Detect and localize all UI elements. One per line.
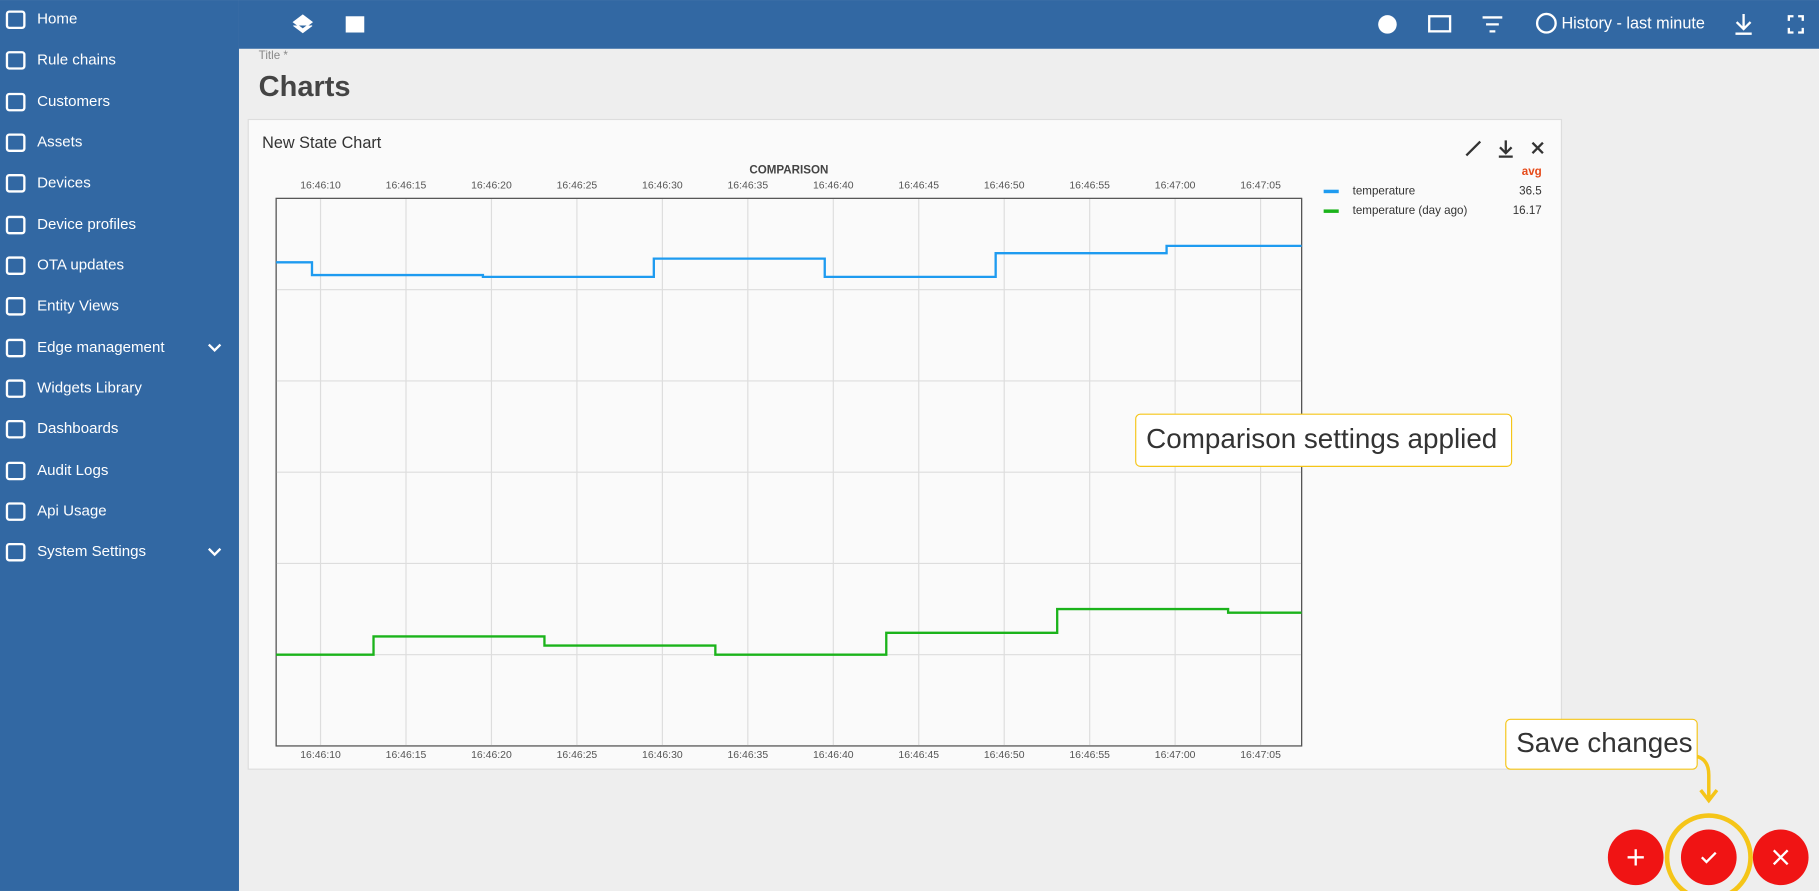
x-tick-label: 16:46:35 bbox=[728, 180, 769, 191]
callout-text: Save changes bbox=[1516, 727, 1692, 758]
filter-icon[interactable] bbox=[1482, 16, 1503, 33]
x-tick-label: 16:46:15 bbox=[386, 180, 427, 191]
sidebar bbox=[0, 0, 239, 891]
sidebar-menu: Home Rule chains Customers Assets Devices Dev… bbox=[5, 10, 222, 562]
x-tick-label: 16:46:20 bbox=[471, 750, 512, 761]
x-tick-label: 16:46:25 bbox=[557, 750, 598, 761]
save-button[interactable] bbox=[1680, 829, 1737, 886]
save-icon bbox=[1701, 851, 1717, 864]
x-tick-label: 16:47:00 bbox=[1155, 750, 1196, 761]
callout-box bbox=[1135, 413, 1513, 467]
x-tick-label: 16:46:45 bbox=[898, 750, 939, 761]
widget-title: New State Chart bbox=[262, 134, 382, 152]
menu-icon bbox=[5, 461, 26, 481]
x-tick-label: 16:46:50 bbox=[984, 180, 1025, 191]
menu-icon bbox=[5, 215, 26, 235]
chevron bbox=[207, 547, 222, 557]
legend-label[interactable]: temperature bbox=[1353, 185, 1416, 198]
data-line bbox=[276, 607, 1302, 656]
x-tick-label: 16:46:30 bbox=[642, 180, 683, 191]
timewindow[interactable]: History - last minute bbox=[1561, 15, 1704, 33]
x-tick-label: 16:46:10 bbox=[300, 180, 341, 191]
menu-item[interactable]: Api Usage bbox=[37, 503, 107, 520]
menu-icon bbox=[5, 10, 26, 30]
chart-title: COMPARISON bbox=[749, 164, 828, 177]
data-line bbox=[276, 244, 1302, 279]
edit-icon[interactable] bbox=[1465, 140, 1482, 157]
menu-icon bbox=[5, 256, 26, 275]
page-title: Charts bbox=[259, 71, 351, 103]
x-tick-label: 16:46:55 bbox=[1069, 750, 1110, 761]
x-tick-label: 16:46:30 bbox=[642, 750, 683, 761]
callout-text: Comparison settings applied bbox=[1146, 423, 1497, 454]
menu-item[interactable]: Home bbox=[37, 11, 77, 28]
clock-icon[interactable] bbox=[1535, 12, 1557, 34]
x-tick-label: 16:46:25 bbox=[557, 180, 598, 191]
menu-icon bbox=[5, 502, 26, 521]
settings-icon[interactable] bbox=[1378, 15, 1397, 34]
menu-item[interactable]: Customers bbox=[37, 93, 110, 110]
close-icon[interactable] bbox=[1531, 141, 1544, 154]
menu-icon bbox=[5, 51, 26, 70]
x-tick-label: 16:46:45 bbox=[898, 180, 939, 191]
legend-label[interactable]: temperature (day ago) bbox=[1353, 204, 1468, 217]
layers-icon[interactable] bbox=[292, 14, 314, 34]
download-icon[interactable] bbox=[1735, 13, 1752, 35]
plot-border bbox=[275, 197, 1303, 747]
widget-download-icon[interactable] bbox=[1498, 140, 1513, 158]
menu-icon bbox=[5, 338, 26, 358]
legend-header: avg bbox=[1522, 165, 1542, 178]
menu-item[interactable]: Dashboards bbox=[37, 420, 118, 437]
menu-icon bbox=[5, 297, 26, 316]
menu-item[interactable]: Widgets Library bbox=[37, 380, 142, 397]
menu-item[interactable]: Device profiles bbox=[37, 216, 136, 233]
menu-icon bbox=[5, 419, 26, 439]
x-tick-label: 16:46:35 bbox=[728, 750, 769, 761]
toolbar-icons bbox=[292, 12, 1804, 35]
x-tick-label: 16:47:05 bbox=[1240, 750, 1281, 761]
x-tick-label: 16:47:00 bbox=[1155, 180, 1196, 191]
legend-value: 36.5 bbox=[1519, 185, 1542, 198]
menu-item[interactable]: Audit Logs bbox=[37, 462, 108, 479]
menu-icon bbox=[5, 92, 26, 112]
menu-icon bbox=[5, 133, 26, 153]
chart: 16:46:10 16:46:10 16:46:15 16:46:15 16:46:20… bbox=[275, 165, 1542, 761]
x-tick-label: 16:46:15 bbox=[386, 750, 427, 761]
callout-arrow bbox=[1696, 754, 1719, 804]
menu-item[interactable]: Entity Views bbox=[37, 297, 119, 314]
callout-box bbox=[1505, 718, 1698, 770]
highlight-ring bbox=[1664, 813, 1753, 891]
field-label: Title * bbox=[259, 49, 289, 62]
menu-item[interactable]: OTA updates bbox=[37, 257, 124, 274]
menu-icon bbox=[5, 174, 26, 193]
chevron bbox=[207, 343, 222, 353]
x-tick-label: 16:46:10 bbox=[300, 750, 341, 761]
fullscreen-icon[interactable] bbox=[1787, 15, 1804, 34]
legend-value: 16.17 bbox=[1513, 204, 1542, 217]
widget-actions bbox=[1465, 140, 1544, 158]
layouts-icon[interactable] bbox=[1428, 15, 1452, 33]
menu-item[interactable]: Assets bbox=[37, 134, 82, 151]
menu-item[interactable]: Devices bbox=[37, 174, 91, 191]
layout-icon[interactable] bbox=[345, 16, 365, 33]
menu-item[interactable]: Edge management bbox=[37, 339, 165, 356]
add-icon bbox=[1627, 849, 1644, 866]
menu-icon bbox=[5, 542, 26, 562]
menu-item[interactable]: System Settings bbox=[37, 543, 146, 560]
x-tick-label: 16:47:05 bbox=[1240, 180, 1281, 191]
x-tick-label: 16:46:40 bbox=[813, 750, 854, 761]
x-tick-label: 16:46:20 bbox=[471, 180, 512, 191]
x-tick-label: 16:46:55 bbox=[1069, 180, 1110, 191]
x-tick-label: 16:46:50 bbox=[984, 750, 1025, 761]
cancel-icon bbox=[1772, 849, 1789, 866]
x-tick-label: 16:46:40 bbox=[813, 180, 854, 191]
menu-item[interactable]: Rule chains bbox=[37, 51, 116, 68]
menu-icon bbox=[5, 379, 26, 398]
